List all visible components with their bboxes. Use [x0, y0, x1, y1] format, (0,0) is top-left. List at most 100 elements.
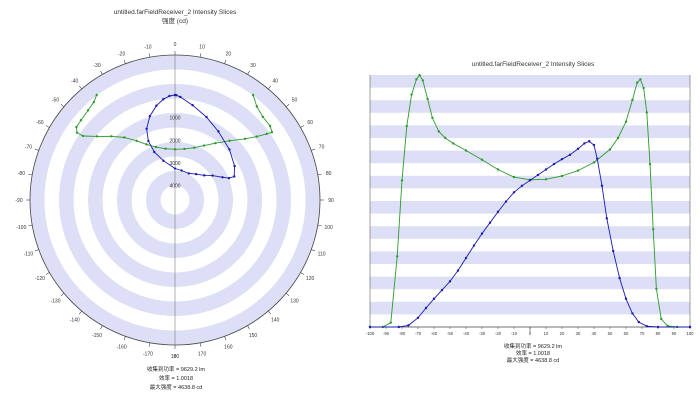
polar-data-point — [179, 95, 182, 99]
rect-data-point — [452, 142, 455, 145]
polar-angle-tick — [311, 249, 316, 252]
rect-x-tick-label: -100 — [366, 331, 375, 336]
polar-angle-tick — [267, 310, 272, 315]
rect-data-point — [660, 317, 663, 321]
rect-data-point — [410, 93, 413, 96]
polar-angle-label: 90 — [328, 198, 334, 204]
polar-angle-label: 100 — [324, 225, 333, 231]
polar-angle-label: 130 — [290, 298, 299, 304]
polar-angle-label: -50 — [52, 98, 59, 104]
polar-data-point — [232, 175, 236, 178]
rect-data-point — [415, 78, 418, 81]
rect-data-point — [496, 210, 500, 214]
polar-series-0 — [75, 93, 274, 151]
rect-data-point — [576, 169, 580, 172]
polar-data-point — [79, 118, 83, 122]
polar-angle-label: 70 — [319, 145, 325, 151]
rect-x-tick-label: 10 — [544, 331, 549, 336]
polar-angle-label: 170 — [198, 352, 207, 358]
rect-x-tick-label: 80 — [656, 331, 661, 336]
rect-data-point — [616, 136, 620, 140]
rect-data-point — [397, 325, 400, 329]
polar-data-point — [183, 147, 186, 151]
polar-angle-tick — [311, 148, 316, 151]
rect-grid-band — [370, 226, 690, 239]
polar-data-point — [217, 130, 220, 133]
polar-angle-label: -20 — [118, 51, 125, 57]
rect-x-tick-label: -10 — [511, 331, 518, 336]
rect-data-point — [432, 297, 436, 300]
polar-angle-tick — [148, 342, 151, 347]
polar-data-point — [233, 164, 236, 168]
polar-data-point — [162, 98, 165, 101]
rect-x-tick-label: -30 — [479, 331, 486, 336]
rect-data-point — [655, 287, 658, 291]
rect-data-point — [536, 173, 540, 177]
rect-data-point — [552, 162, 556, 166]
polar-angle-label: -140 — [70, 318, 80, 324]
rect-data-point — [496, 168, 500, 171]
rect-data-point — [642, 86, 645, 90]
polar-data-point — [153, 150, 156, 154]
rect-grid-band — [370, 301, 690, 315]
polar-data-point — [261, 115, 265, 119]
polar-data-point — [95, 135, 99, 138]
rect-grid-band — [370, 175, 690, 189]
polar-series-line — [75, 94, 273, 150]
polar-data-point — [227, 176, 231, 180]
polar-data-point — [268, 124, 272, 128]
rect-data-point — [512, 191, 516, 194]
polar-series-line — [146, 94, 236, 179]
rect-data-point — [636, 81, 639, 84]
rect-data-point — [389, 321, 392, 324]
polar-angle-tick — [28, 173, 33, 176]
polar-tick-labels: -170-160-150-140-130-120-110-100-90-80-7… — [15, 42, 334, 360]
rect-data-point — [560, 174, 564, 178]
rect-x-tick-label: 40 — [592, 331, 597, 336]
rect-data-point — [648, 162, 652, 166]
polar-angle-label: 140 — [271, 318, 280, 324]
rect-data-point — [645, 324, 648, 328]
rect-data-point — [652, 228, 655, 231]
polar-angle-tick — [28, 224, 33, 227]
rect-data-point — [688, 325, 692, 329]
rect-data-point — [631, 98, 634, 102]
rect-data-point — [416, 316, 420, 319]
polar-angle-label: 40 — [272, 78, 278, 84]
rect-data-point — [512, 175, 516, 179]
polar-angle-label: 20 — [226, 51, 232, 57]
polar-data-point — [110, 135, 113, 138]
polar-angle-label: 150 — [249, 333, 258, 339]
polar-angle-tick — [317, 224, 322, 227]
rect-chart-title: untitled.farFieldReceiver_2 Intensity Sl… — [472, 61, 595, 68]
polar-data-point — [203, 174, 206, 177]
polar-data-point — [228, 148, 231, 151]
rect-grid-band — [370, 251, 690, 264]
polar-data-point — [155, 104, 158, 107]
rect-x-tick-label: 20 — [560, 331, 565, 336]
rect-data-point — [605, 217, 608, 220]
polar-data-point — [145, 143, 148, 146]
polar-data-point — [81, 134, 85, 138]
rect-series-line — [370, 140, 690, 328]
rect-data-point — [656, 325, 660, 329]
rect-data-point — [596, 157, 599, 160]
polar-angle-tick — [34, 249, 39, 252]
rect-data-point — [444, 136, 447, 140]
polar-angle-label: -120 — [35, 276, 45, 282]
polar-data-point — [145, 127, 148, 131]
polar-angle-label: -130 — [50, 298, 60, 304]
polar-angle-label: -30 — [93, 63, 100, 69]
rect-grid-band — [370, 276, 690, 290]
rect-grid-band — [370, 75, 690, 88]
rect-data-point — [480, 158, 484, 161]
polar-angle-label: 120 — [306, 276, 315, 282]
polar-angle-tick — [285, 292, 290, 297]
rect-x-tick-label: -80 — [399, 331, 406, 336]
polar-data-point — [195, 172, 198, 176]
polar-intensity-chart: untitled.farFieldReceiver_2 Intensity Sl… — [15, 9, 334, 391]
polar-angle-tick — [267, 85, 272, 90]
polar-data-point — [243, 137, 247, 140]
rect-data-point — [639, 78, 642, 81]
polar-data-point — [92, 100, 96, 104]
